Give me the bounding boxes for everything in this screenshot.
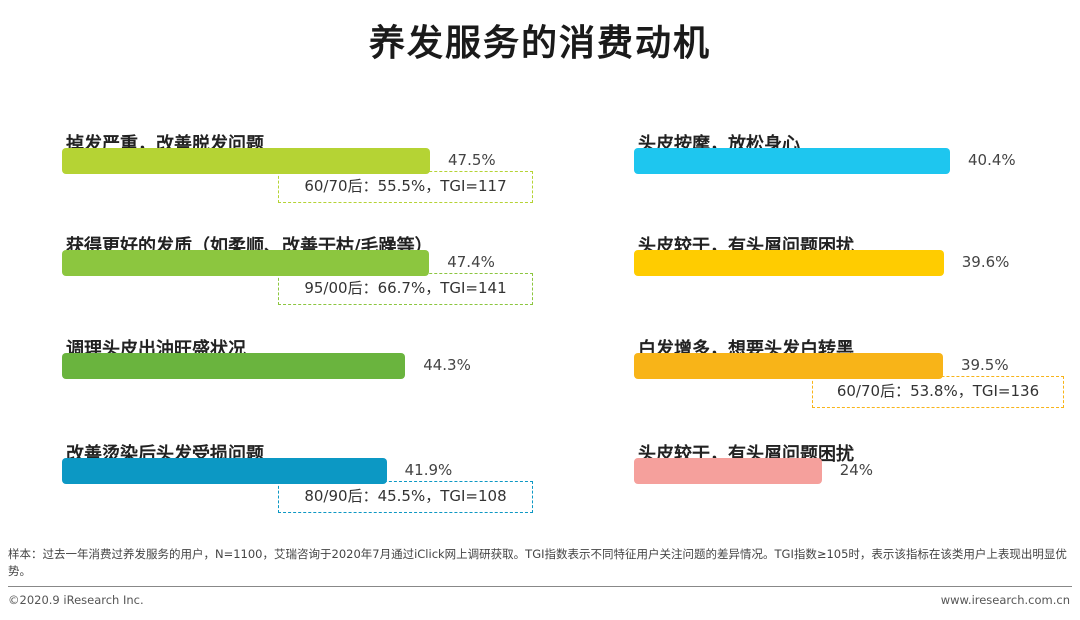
bar-value-label: 47.5% (448, 151, 496, 169)
tgi-note-box: 60/70后：53.8%，TGI=136 (812, 376, 1064, 408)
tgi-note-box: 95/00后：66.7%，TGI=141 (278, 273, 533, 305)
bar (634, 250, 944, 276)
bar (634, 148, 950, 174)
bar-value-label: 41.9% (404, 461, 453, 479)
tgi-note-box: 60/70后：55.5%，TGI=117 (278, 171, 533, 203)
tgi-note-box: 80/90后：45.5%，TGI=108 (278, 481, 533, 513)
bar (634, 353, 943, 379)
footer-divider (8, 586, 1072, 587)
copyright-text: ©2020.9 iResearch Inc. (8, 593, 144, 607)
chart-title: 养发服务的消费动机 (368, 23, 711, 64)
bar-value-label: 44.3% (423, 356, 471, 374)
bar (62, 458, 387, 484)
bar-value-label: 24% (839, 461, 874, 479)
bar (62, 353, 406, 379)
sample-footnote: 样本：过去一年消费过养发服务的用户，N=1100，艾瑞咨询于2020年7月通过i… (8, 547, 1067, 578)
bar-value-label: 40.4% (968, 151, 1016, 169)
website-link[interactable]: www.iresearch.com.cn (940, 593, 1070, 607)
bar-value-label: 47.4% (447, 253, 495, 271)
bar-value-label: 39.5% (960, 356, 1009, 374)
bar-value-label: 39.6% (961, 253, 1010, 271)
bar (62, 250, 430, 276)
bar (634, 458, 822, 484)
bar (62, 148, 430, 174)
